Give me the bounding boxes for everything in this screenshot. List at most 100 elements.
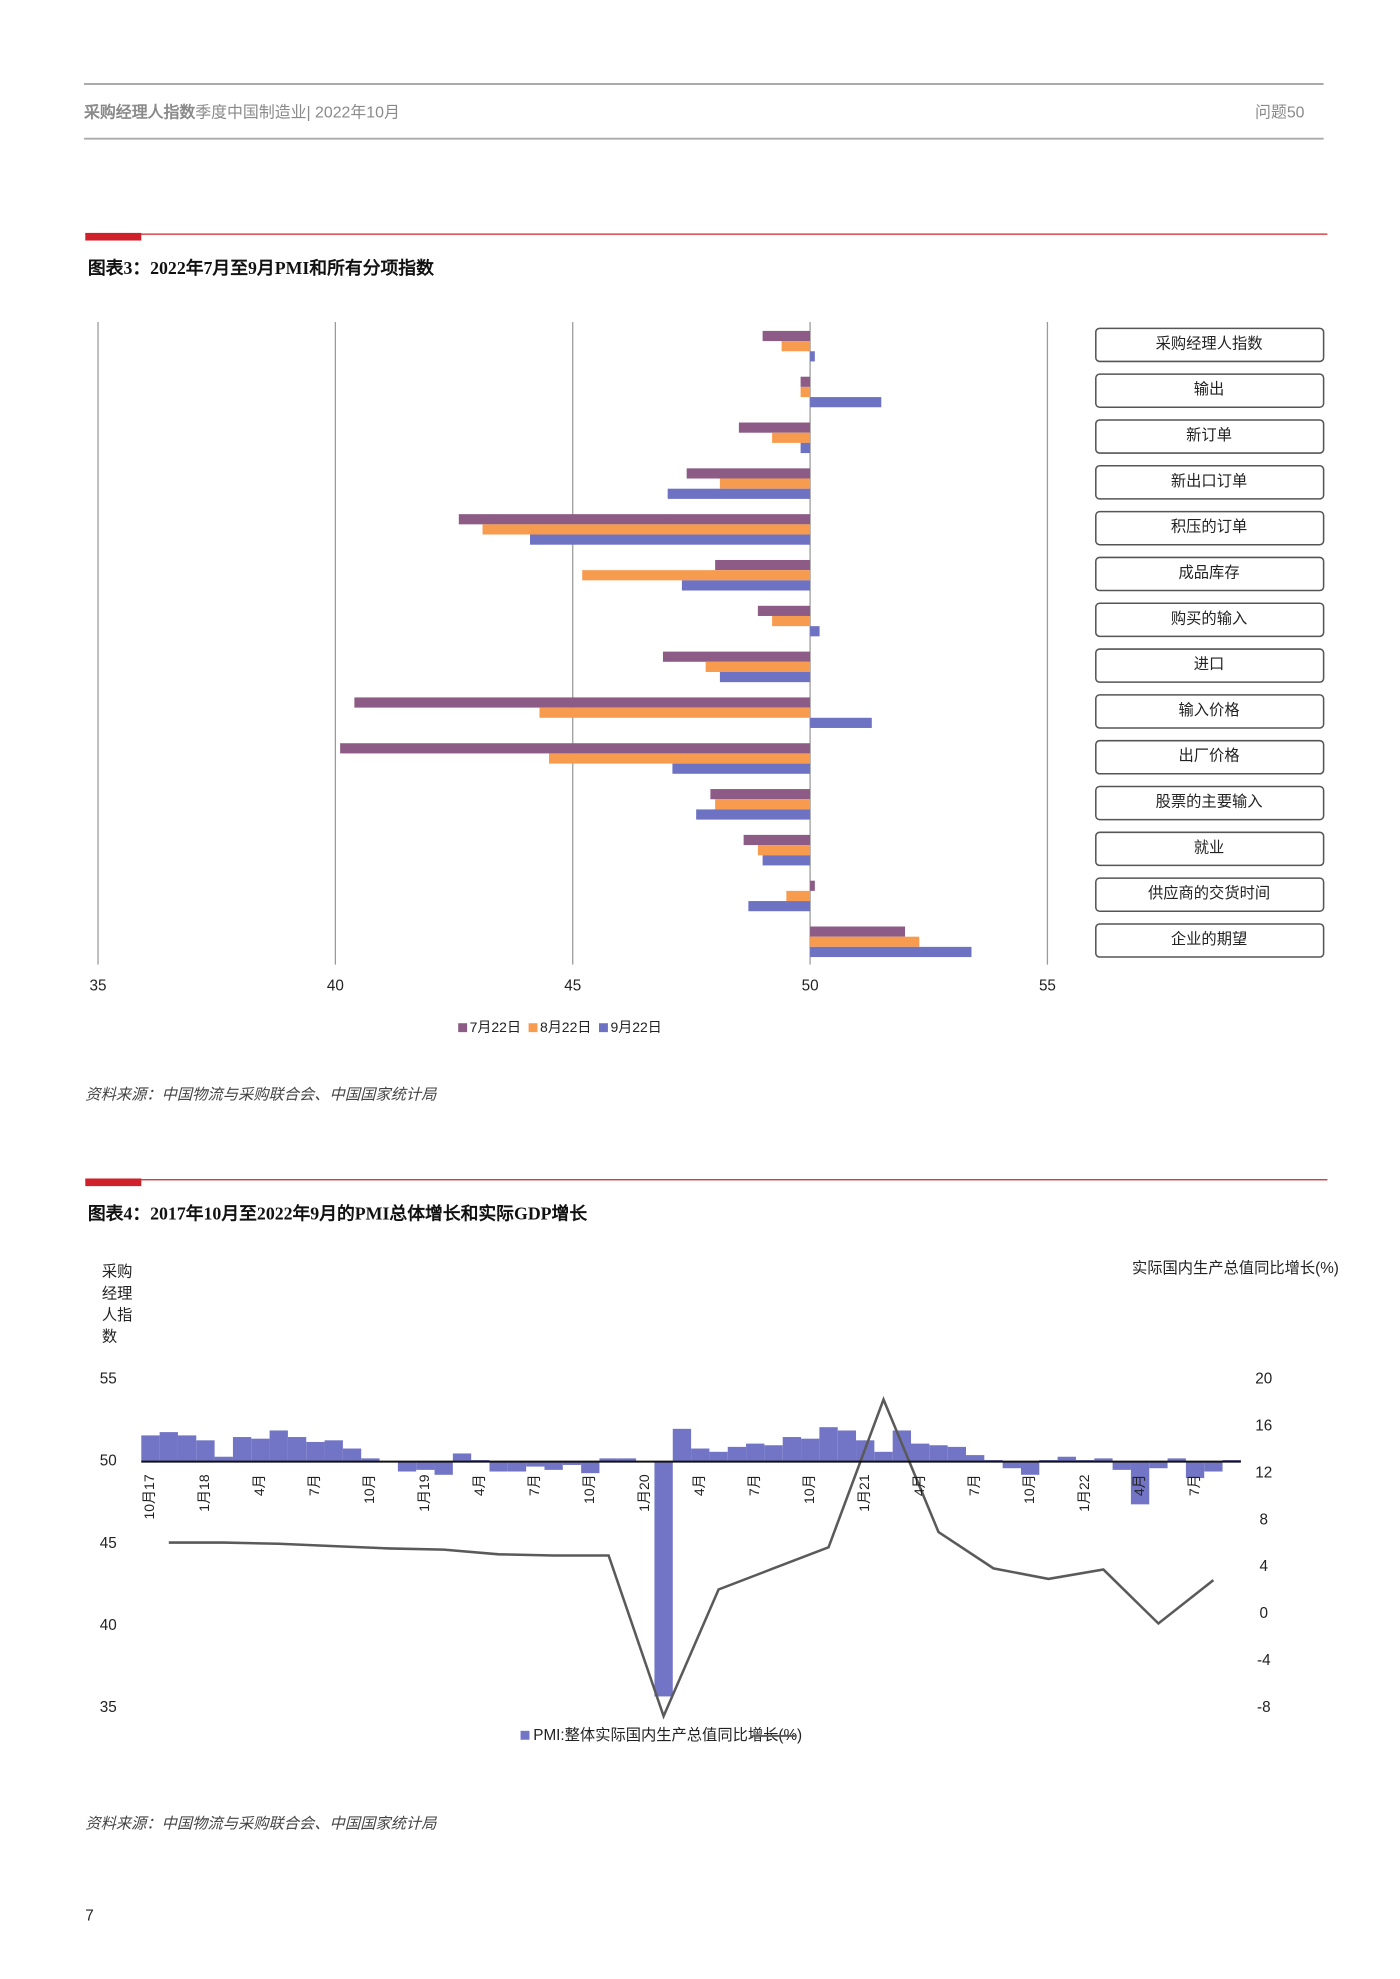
legend-swatch — [520, 1730, 530, 1740]
legend-swatch — [528, 1023, 538, 1033]
legend-swatch — [598, 1023, 608, 1033]
page-number: 7 — [85, 1908, 94, 1925]
bar — [719, 671, 811, 683]
bar — [810, 946, 972, 958]
bar — [746, 1443, 765, 1462]
bar — [361, 1458, 380, 1462]
x-tick-label: 1月19 — [416, 1474, 432, 1512]
section-mark — [85, 1178, 142, 1187]
x-tick-label: 4月 — [1131, 1474, 1147, 1496]
legend-label: 实际国内生产总值同比增长(%) — [595, 1727, 802, 1744]
bar — [582, 570, 811, 581]
source-note: 资料来源：中国物流与采购联合会、中国国家统计局 — [85, 1086, 437, 1103]
bar — [141, 1435, 160, 1462]
bar — [416, 1461, 435, 1470]
bar — [743, 834, 811, 846]
bar — [342, 1448, 362, 1462]
bar — [810, 397, 882, 408]
bar — [1167, 1458, 1186, 1462]
bar — [452, 1453, 472, 1462]
header-subtitle: 季度中国制造业| 2022年10月 — [195, 103, 400, 121]
bar — [482, 524, 811, 535]
y2-tick-label: 0 — [1260, 1605, 1269, 1622]
bar — [269, 1430, 288, 1462]
category-box — [1095, 373, 1325, 409]
chart-title: 图表4：2017年10月至2022年9月的PMI总体增长和实际GDP增长 — [88, 1202, 587, 1223]
bar — [599, 1458, 618, 1462]
bar — [530, 534, 811, 545]
bar — [837, 1430, 857, 1462]
bar — [1149, 1461, 1168, 1469]
bar — [1002, 1461, 1021, 1469]
bar — [654, 1461, 673, 1697]
legend-label: PMI:整体 — [533, 1727, 595, 1744]
bar — [539, 707, 811, 718]
bar — [1204, 1461, 1223, 1472]
bar — [800, 386, 811, 398]
category-label: 采购经理人指数 — [1156, 335, 1263, 352]
category-label: 进口 — [1194, 656, 1225, 673]
bar — [709, 1451, 728, 1462]
x-tick-label: 1月22 — [1076, 1474, 1092, 1512]
bar — [159, 1432, 178, 1462]
bar — [1094, 1458, 1113, 1462]
x-tick-label: 4月 — [911, 1474, 927, 1496]
category-label: 就业 — [1194, 839, 1225, 856]
category-box — [1095, 602, 1325, 638]
category-label: 股票的主要输入 — [1156, 794, 1263, 811]
bar — [786, 890, 811, 902]
legend-text: PMI:整体实际国内生产总值同比增长(%) — [533, 1727, 802, 1744]
bar — [715, 559, 811, 571]
bar — [696, 809, 811, 820]
bar — [800, 442, 811, 454]
bar — [947, 1446, 966, 1462]
category-label: 出厂价格 — [1179, 748, 1240, 765]
y-tick-label: 45 — [100, 1535, 117, 1552]
y2-tick-label: 8 — [1260, 1511, 1269, 1528]
bar — [1057, 1456, 1076, 1462]
legend-label: 7月22日 — [470, 1019, 521, 1035]
bar — [667, 488, 811, 499]
bar — [1130, 1461, 1150, 1505]
header-text: 采购经理人指数季度中国制造业| 2022年10月 — [83, 102, 400, 121]
y2-tick-label: 12 — [1255, 1464, 1272, 1481]
bar — [434, 1461, 453, 1475]
category-box — [1095, 877, 1325, 912]
x-tick-label: 1月18 — [196, 1474, 212, 1512]
y2-tick-label: 20 — [1255, 1371, 1272, 1388]
bar — [251, 1438, 270, 1462]
bar — [772, 615, 811, 627]
bar — [705, 661, 811, 672]
x-tick-label: 7月 — [526, 1474, 542, 1496]
bar — [715, 799, 811, 810]
bar — [507, 1461, 527, 1472]
bar — [810, 717, 872, 728]
category-box — [1095, 739, 1325, 775]
bar — [810, 626, 820, 637]
category-box — [1095, 327, 1325, 363]
category-label: 输出 — [1194, 381, 1225, 398]
legend-label: 8月22日 — [540, 1019, 591, 1035]
category-label: 输入价格 — [1179, 702, 1240, 719]
bar — [672, 1428, 692, 1462]
x-tick-label: 10月 — [801, 1474, 817, 1504]
bar — [306, 1441, 325, 1462]
bar — [1185, 1461, 1205, 1479]
bar — [686, 468, 811, 479]
y-tick-label: 35 — [100, 1699, 117, 1716]
bar — [1112, 1461, 1131, 1470]
bar — [764, 1445, 783, 1462]
bar — [458, 514, 811, 525]
y2-tick-label: 4 — [1260, 1558, 1269, 1575]
bar — [800, 376, 811, 387]
header-issue: 问题50 — [1255, 103, 1305, 121]
category-box — [1095, 923, 1325, 958]
bar — [781, 341, 811, 352]
bar — [810, 936, 920, 947]
bar — [819, 1427, 838, 1462]
bar — [672, 763, 811, 774]
x-tick-label: 7月 — [746, 1474, 762, 1496]
x-tick-label: 55 — [1039, 977, 1056, 994]
